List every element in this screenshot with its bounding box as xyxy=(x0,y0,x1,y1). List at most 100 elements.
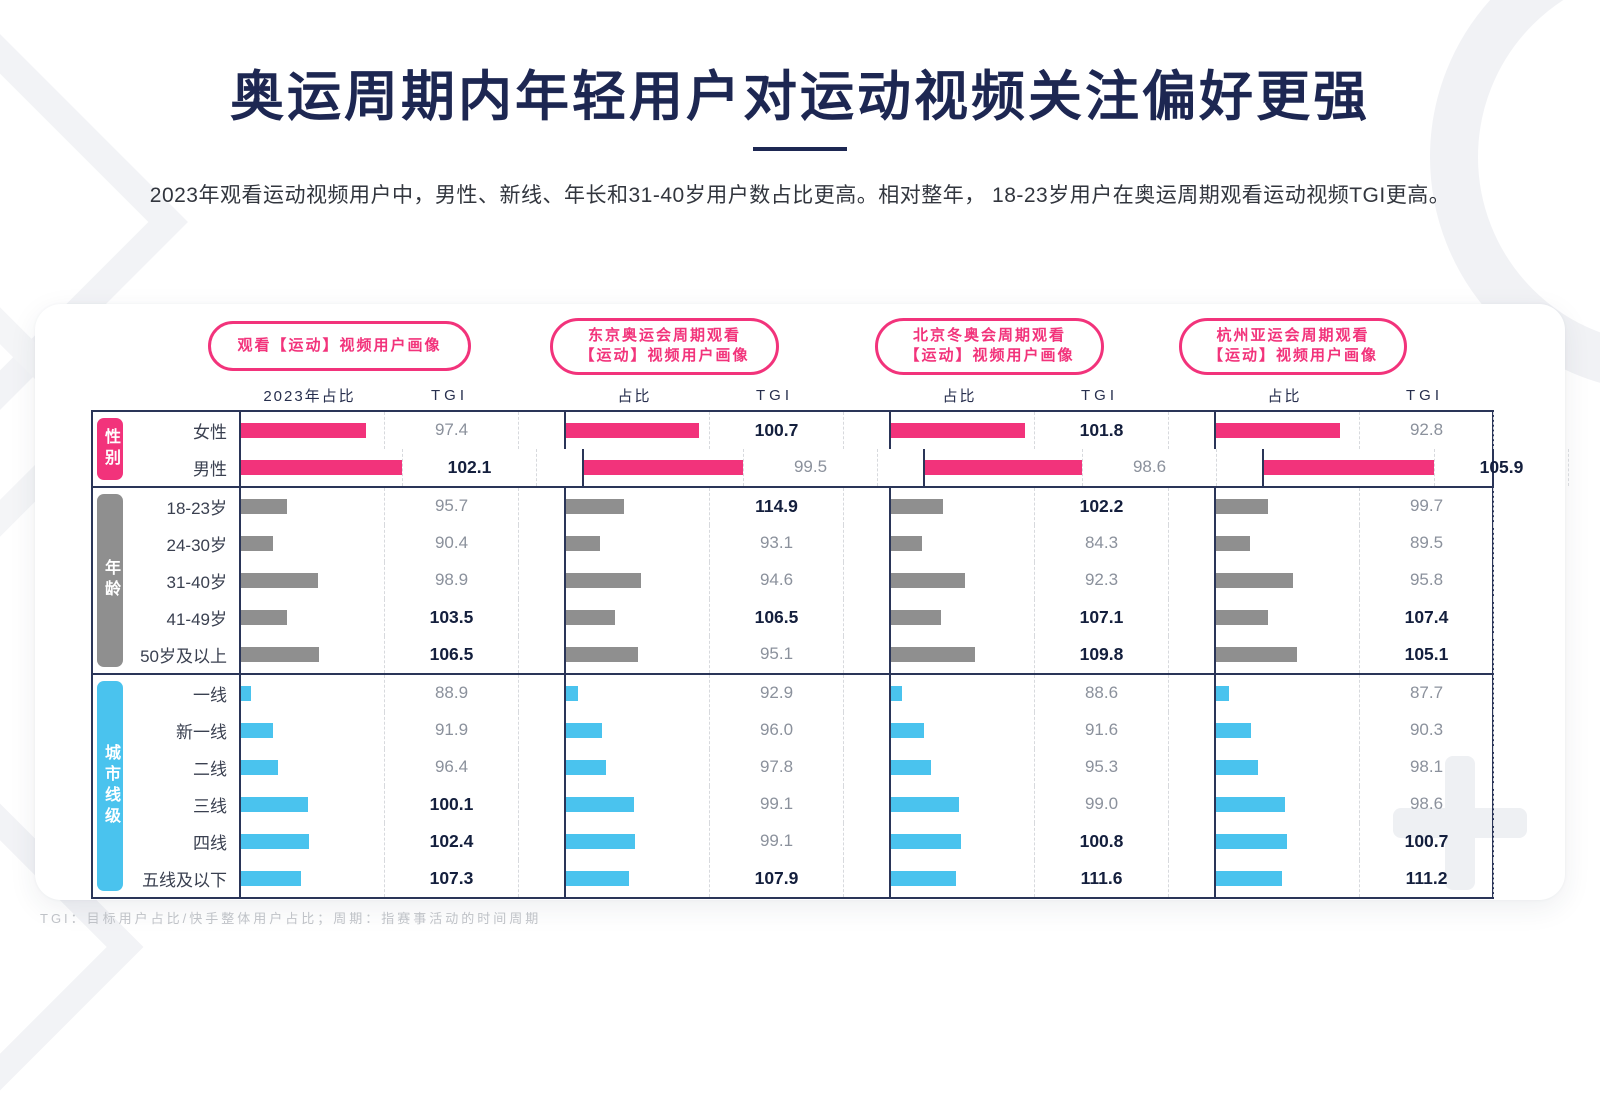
share-column-header: 占比 xyxy=(942,388,977,405)
tgi-value: 107.1 xyxy=(1079,606,1124,627)
share-bar xyxy=(891,609,941,625)
section-label-column: 年龄 xyxy=(93,488,127,673)
tgi-value-cell: 105.9 xyxy=(1434,448,1569,486)
tgi-value: 88.6 xyxy=(1084,683,1119,702)
table-row: 三线 100.1 99.1 99.0 98.6 xyxy=(127,785,1496,823)
footnote: TGI：目标用户占比/快手整体用户占比；周期：指赛事活动的时间周期 xyxy=(40,911,542,926)
tgi-value-cell: 89.5 xyxy=(1359,524,1494,562)
tgi-value: 109.8 xyxy=(1079,643,1124,664)
share-bar xyxy=(566,759,606,775)
share-bar-cell xyxy=(239,524,384,562)
share-bar xyxy=(241,572,318,588)
tgi-value-cell: 95.7 xyxy=(384,487,519,525)
tgi-value: 99.1 xyxy=(759,831,794,850)
tgi-value: 111.2 xyxy=(1405,867,1448,888)
table-row: 50岁及以上 106.5 95.1 109.8 105.1 xyxy=(127,635,1496,673)
tgi-value: 91.9 xyxy=(434,720,469,739)
tgi-value-cell: 107.3 xyxy=(384,859,519,897)
tgi-value-cell: 98.6 xyxy=(1359,785,1494,823)
tgi-value: 95.7 xyxy=(434,496,469,515)
table-row: 五线及以下 107.3 107.9 111.6 111.2 xyxy=(127,859,1496,897)
section-label: 性别 xyxy=(97,417,123,480)
share-bar-cell xyxy=(564,859,709,897)
tgi-value: 93.1 xyxy=(759,533,794,552)
share-bar xyxy=(566,833,635,849)
decor-plus-icon xyxy=(1393,756,1527,890)
share-bar-cell xyxy=(889,785,1034,823)
share-bar-cell xyxy=(239,859,384,897)
group-header-slot: 东京奥运会周期观看 【运动】视频用户画像 xyxy=(502,318,827,375)
user-profile-table: 性别 女性 97.4 100.7 101.8 92.8 男性 102.1 99.5 98.6 105… xyxy=(91,409,1569,899)
share-bar xyxy=(891,646,975,662)
tgi-value: 88.9 xyxy=(434,683,469,702)
share-bar-cell xyxy=(889,598,1034,636)
row-label: 新一线 xyxy=(176,722,227,742)
group-header-pill: 观看【运动】视频用户画像 xyxy=(208,321,471,372)
table-row: 新一线 91.9 96.0 91.6 90.3 xyxy=(127,711,1496,749)
share-bar xyxy=(1216,722,1251,738)
tgi-value-cell: 92.8 xyxy=(1359,411,1494,449)
tgi-value-cell: 100.8 xyxy=(1034,822,1169,860)
tgi-value: 107.9 xyxy=(754,867,799,888)
tgi-value-cell: 88.6 xyxy=(1034,674,1169,712)
group-header-pill: 北京冬奥会周期观看 【运动】视频用户画像 xyxy=(875,318,1104,375)
tgi-value-cell: 100.1 xyxy=(384,785,519,823)
group-header-slot: 观看【运动】视频用户画像 xyxy=(177,321,502,372)
share-bar-cell xyxy=(564,487,709,525)
share-bar-cell xyxy=(239,822,384,860)
group-header-pill: 杭州亚运会周期观看 【运动】视频用户画像 xyxy=(1178,318,1407,375)
table-row: 女性 97.4 100.7 101.8 92.8 xyxy=(127,411,1571,449)
share-bar-cell xyxy=(239,598,384,636)
group-header-text: 观看【运动】视频用户画像 xyxy=(237,337,442,355)
share-bar xyxy=(241,685,251,701)
row-label: 五线及以下 xyxy=(142,870,227,890)
share-bar xyxy=(241,535,273,551)
share-bar xyxy=(566,572,641,588)
share-bar xyxy=(584,459,743,475)
tgi-value-cell: 96.0 xyxy=(709,711,844,749)
share-bar xyxy=(241,796,308,812)
tgi-value-cell: 92.3 xyxy=(1034,561,1169,599)
tgi-value: 97.8 xyxy=(759,757,794,776)
tgi-value-cell: 96.4 xyxy=(384,748,519,786)
share-bar-cell xyxy=(239,448,402,486)
share-bar-cell xyxy=(889,748,1034,786)
share-bar xyxy=(1216,609,1268,625)
tgi-value-cell: 102.2 xyxy=(1034,487,1169,525)
tgi-value-cell: 102.1 xyxy=(402,448,537,486)
share-bar-cell xyxy=(923,448,1082,486)
tgi-column-header: TGI xyxy=(1406,387,1443,404)
tgi-value: 105.9 xyxy=(1479,456,1524,477)
share-bar-cell xyxy=(1214,748,1359,786)
row-label: 31-40岁 xyxy=(166,572,227,592)
share-bar-cell xyxy=(239,487,384,525)
share-bar xyxy=(1216,833,1287,849)
share-column-header: 2023年占比 xyxy=(263,388,356,405)
row-label: 一线 xyxy=(193,685,227,705)
tgi-value: 106.5 xyxy=(754,606,799,627)
share-bar-cell xyxy=(889,561,1034,599)
tgi-value: 99.0 xyxy=(1084,794,1119,813)
tgi-value-cell: 103.5 xyxy=(384,598,519,636)
share-bar xyxy=(1216,646,1297,662)
group-header-pill: 东京奥运会周期观看 【运动】视频用户画像 xyxy=(550,318,779,375)
share-bar xyxy=(241,498,287,514)
tgi-value: 92.9 xyxy=(759,683,794,702)
table-row: 18-23岁 95.7 114.9 102.2 99.7 xyxy=(127,487,1496,525)
share-bar xyxy=(566,609,615,625)
share-bar-cell xyxy=(582,448,743,486)
share-bar-cell xyxy=(1214,822,1359,860)
share-bar xyxy=(241,722,273,738)
share-bar xyxy=(891,498,943,514)
share-bar-cell xyxy=(889,487,1034,525)
share-bar xyxy=(566,498,624,514)
content-card: 观看【运动】视频用户画像 东京奥运会周期观看 【运动】视频用户画像 北京冬奥会周期观看… xyxy=(35,304,1569,900)
tgi-value: 92.3 xyxy=(1084,570,1119,589)
tgi-value-cell: 99.0 xyxy=(1034,785,1169,823)
share-bar xyxy=(241,870,301,886)
group-header-text: 东京奥运会周期观看 xyxy=(587,327,741,344)
tgi-value-cell: 98.1 xyxy=(1359,748,1494,786)
row-label: 50岁及以上 xyxy=(140,646,227,666)
share-bar-cell xyxy=(1214,674,1359,712)
tgi-value: 99.5 xyxy=(793,457,828,476)
